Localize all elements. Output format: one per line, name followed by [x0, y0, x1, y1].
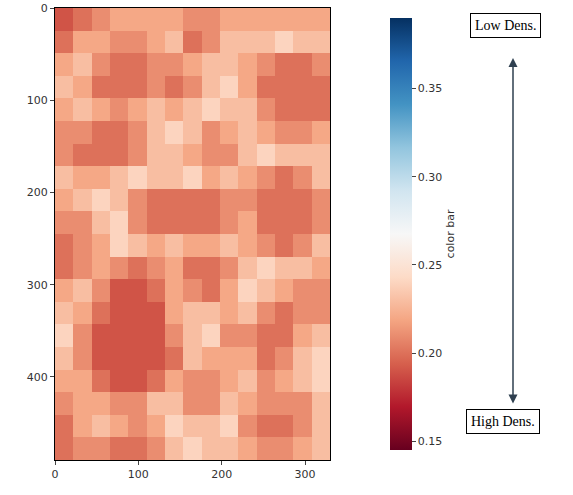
- svg-text:High Dens.: High Dens.: [471, 414, 535, 429]
- svg-text:0.15: 0.15: [418, 435, 443, 448]
- svg-text:0.25: 0.25: [418, 259, 443, 272]
- svg-text:0.35: 0.35: [418, 82, 443, 95]
- svg-text:0: 0: [52, 468, 59, 481]
- svg-text:Low Dens.: Low Dens.: [475, 18, 536, 33]
- svg-text:300: 300: [27, 279, 48, 292]
- svg-text:0.30: 0.30: [418, 171, 443, 184]
- svg-text:0: 0: [41, 2, 48, 15]
- svg-text:color bar: color bar: [444, 209, 457, 258]
- svg-text:200: 200: [211, 468, 232, 481]
- svg-text:100: 100: [27, 94, 48, 107]
- svg-text:300: 300: [295, 468, 316, 481]
- svg-text:400: 400: [27, 371, 48, 384]
- svg-text:0.20: 0.20: [418, 347, 443, 360]
- svg-text:100: 100: [128, 468, 149, 481]
- svg-text:200: 200: [27, 186, 48, 199]
